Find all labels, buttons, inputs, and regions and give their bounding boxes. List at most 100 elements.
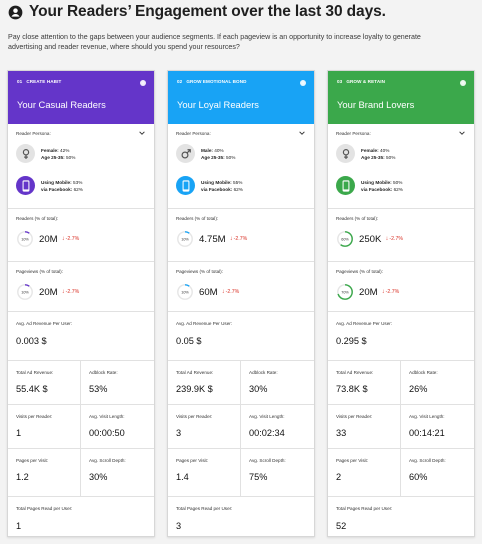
readers-pct: 10%	[181, 237, 189, 241]
readers-value: 4.75M	[199, 233, 226, 245]
mobile-label: Using Mobile:	[41, 179, 72, 185]
adblock-rate-cell: Adblock Rate: 26%	[401, 361, 474, 404]
gender-age-text: Female: 42% Age 25-35: 50%	[41, 147, 75, 161]
facebook-label: via Facebook:	[201, 186, 233, 192]
card-tag: 01 CREATE HABIT	[17, 79, 146, 85]
mobile-icon-wrap	[16, 176, 35, 195]
avg-ad-revenue-value: 0.05 $	[176, 336, 202, 346]
pages-per-visit-cell: Pages per Visit: 1.2	[8, 449, 81, 496]
readers-label: Readers (% of total):	[336, 216, 379, 221]
mobile-value: 53%	[73, 179, 83, 185]
card-title: Your Loyal Readers	[177, 99, 259, 110]
mobile-line: Using Mobile: 55%	[201, 179, 243, 186]
total-pages-read-label: Total Pages Read per User:	[176, 506, 233, 511]
segment-card-03: 03 GROW & RETAIN Your Brand Lovers i Read…	[327, 70, 475, 537]
avg-scroll-depth-cell: Avg. Scroll Depth: 75%	[241, 449, 314, 496]
gender-icon-wrap	[16, 144, 35, 163]
device-source-row: Using Mobile: 53% via Facebook: 62%	[16, 176, 83, 195]
pageviews-section: Pageviews (% of total): 10% 60M ↓ -2.7%	[168, 261, 314, 311]
reader-persona-section: Reader Persona: Female: 42% Age 25-35: 5…	[8, 124, 154, 208]
card-header: 01 CREATE HABIT Your Casual Readers i	[8, 71, 154, 124]
reader-persona-label: Reader Persona:	[336, 131, 371, 136]
gender-line: Male: 40%	[201, 147, 235, 154]
adblock-rate-label: Adblock Rate:	[89, 370, 118, 375]
gender-age-row: Female: 42% Age 25-35: 50%	[16, 144, 75, 163]
pages-per-visit-label: Pages per Visit:	[176, 458, 209, 463]
info-icon[interactable]: i	[140, 80, 146, 86]
mobile-line: Using Mobile: 50%	[361, 179, 403, 186]
arrow-down-icon: ↓	[61, 289, 65, 295]
gender-age-row: Female: 40% Age 25-35: 50%	[336, 144, 395, 163]
readers-section: Readers (% of total): 60% 250K ↓ -2.7%	[328, 208, 474, 261]
adblock-rate-cell: Adblock Rate: 30%	[241, 361, 314, 404]
pageviews-label: Pageviews (% of total):	[336, 269, 383, 274]
avg-ad-revenue-value: 0.295 $	[336, 336, 367, 346]
reader-persona-section: Reader Persona: Female: 40% Age 25-35: 5…	[328, 124, 474, 208]
facebook-label: via Facebook:	[41, 186, 73, 192]
avg-ad-revenue-section: Avg. Ad Revenue Per User: 0.05 $	[168, 311, 314, 360]
mobile-icon-wrap	[176, 176, 195, 195]
avg-visit-length-cell: Avg. Visit Length: 00:14:21	[401, 405, 474, 448]
adblock-rate-value: 26%	[409, 384, 428, 394]
page-header: Your Readers’ Engagement over the last 3…	[8, 3, 478, 52]
readers-metric: 10% 4.75M ↓ -2.7%	[176, 230, 247, 248]
readers-label: Readers (% of total):	[16, 216, 59, 221]
age-value: 50%	[386, 154, 396, 160]
age-value: 50%	[66, 154, 76, 160]
pageviews-delta-value: -2.7%	[385, 289, 400, 295]
reader-persona-label: Reader Persona:	[176, 131, 211, 136]
readers-value: 250K	[359, 233, 382, 245]
card-tag-label: CREATE HABIT	[26, 79, 62, 84]
info-icon[interactable]: i	[300, 80, 306, 86]
total-pages-read-value: 3	[176, 521, 182, 531]
info-icon[interactable]: i	[460, 80, 466, 86]
gender-value: 40%	[380, 147, 390, 153]
chevron-down-icon[interactable]	[458, 129, 466, 137]
gender-label: Male:	[201, 147, 213, 153]
mobile-value: 50%	[393, 179, 403, 185]
arrow-down-icon: ↓	[385, 236, 389, 242]
pages-scroll-section: Pages per Visit: 2 Avg. Scroll Depth: 60…	[328, 448, 474, 496]
visits-per-reader-cell: Visits per Reader: 33	[328, 405, 401, 448]
gender-age-text: Female: 40% Age 25-35: 50%	[361, 147, 395, 161]
readers-metric: 60% 250K ↓ -2.7%	[336, 230, 403, 248]
card-header: 02 GROW EMOTIONAL BOND Your Loyal Readers…	[168, 71, 314, 124]
donut-arc	[17, 231, 33, 247]
avg-scroll-depth-cell: Avg. Scroll Depth: 30%	[81, 449, 154, 496]
card-tag: 03 GROW & RETAIN	[337, 79, 466, 85]
pageviews-pct: 10%	[21, 290, 29, 294]
facebook-value: 62%	[73, 186, 83, 192]
adblock-rate-label: Adblock Rate:	[249, 370, 278, 375]
gender-label: Female:	[41, 147, 59, 153]
pages-per-visit-cell: Pages per Visit: 2	[328, 449, 401, 496]
donut-arc	[177, 284, 193, 300]
device-source-row: Using Mobile: 55% via Facebook: 62%	[176, 176, 243, 195]
adblock-rate-cell: Adblock Rate: 53%	[81, 361, 154, 404]
card-tag: 02 GROW EMOTIONAL BOND	[177, 79, 306, 85]
total-pages-read-section: Total Pages Read per User: 3	[168, 496, 314, 536]
total-pages-read-label: Total Pages Read per User:	[16, 506, 73, 511]
adblock-rate-value: 30%	[249, 384, 268, 394]
readers-pct: 10%	[21, 237, 29, 241]
chevron-down-icon[interactable]	[138, 129, 146, 137]
total-ad-revenue-cell: Total Ad Revenue: 73.8K $	[328, 361, 401, 404]
card-number: 02	[177, 79, 183, 84]
device-source-row: Using Mobile: 50% via Facebook: 62%	[336, 176, 403, 195]
visits-per-reader-label: Visits per Reader:	[336, 414, 373, 419]
arrow-down-icon: ↓	[381, 289, 385, 295]
pageviews-metric: 10% 60M ↓ -2.7%	[176, 283, 239, 301]
donut-arc	[17, 284, 33, 300]
pages-per-visit-cell: Pages per Visit: 1.4	[168, 449, 241, 496]
total-ad-revenue-label: Total Ad Revenue:	[176, 370, 214, 375]
revenue-adblock-section: Total Ad Revenue: 239.9K $ Adblock Rate:…	[168, 360, 314, 404]
visits-per-reader-cell: Visits per Reader: 1	[8, 405, 81, 448]
female-icon	[22, 148, 29, 159]
readers-donut: 60%	[337, 231, 353, 247]
avg-ad-revenue-value: 0.003 $	[16, 336, 47, 346]
chevron-down-icon[interactable]	[298, 129, 306, 137]
gender-line: Female: 42%	[41, 147, 75, 154]
readers-donut: 10%	[17, 231, 33, 247]
card-tag-label: GROW & RETAIN	[346, 79, 386, 84]
total-ad-revenue-value: 239.9K $	[176, 384, 213, 394]
pages-scroll-section: Pages per Visit: 1.4 Avg. Scroll Depth: …	[168, 448, 314, 496]
